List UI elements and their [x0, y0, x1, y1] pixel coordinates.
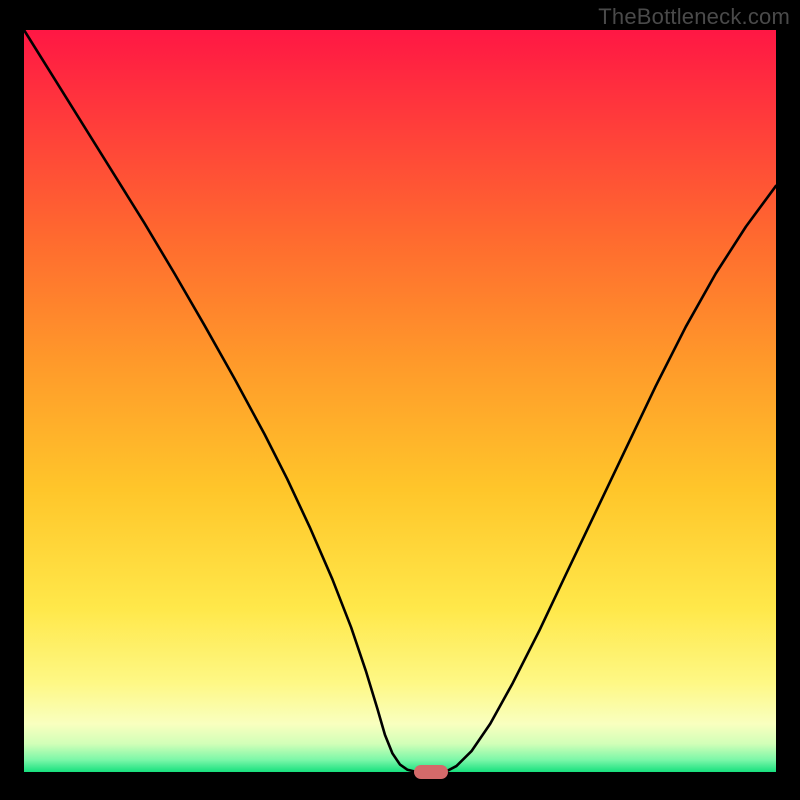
- optimal-point-marker: [414, 765, 448, 778]
- bottleneck-curve: [0, 0, 800, 800]
- chart-container: TheBottleneck.com: [0, 0, 800, 800]
- watermark-text: TheBottleneck.com: [598, 4, 790, 30]
